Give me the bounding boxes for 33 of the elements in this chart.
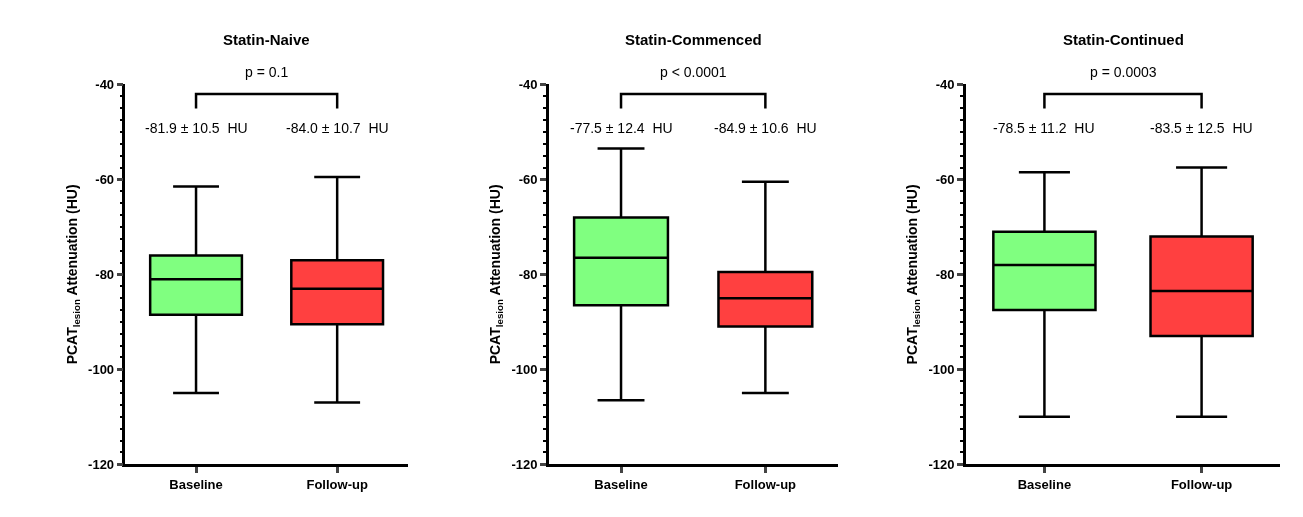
y-tick-label: -60 — [518, 171, 538, 187]
x-tick-label: Follow-up — [734, 476, 797, 492]
text: p = 0.1 — [245, 64, 289, 80]
chart-title: Statin-Commenced — [625, 31, 762, 48]
text: p < 0.0001 — [660, 64, 727, 80]
y-tick-label: -80 — [95, 266, 115, 282]
y-tick-label: -60 — [95, 171, 115, 187]
x-tick-label: Follow-up — [1170, 476, 1233, 492]
y-tick-label: -40 — [95, 77, 115, 93]
annotation: -81.9 ± 10.5 HU — [145, 120, 248, 136]
x-tick-label: Baseline — [594, 476, 648, 492]
y-tick-label: -80 — [518, 266, 538, 282]
y-tick-label: -80 — [935, 266, 955, 282]
y-tick-label: -120 — [88, 456, 115, 472]
y-tick-label: -40 — [518, 77, 538, 93]
annotation: -83.5 ± 12.5 HU — [1150, 120, 1253, 136]
x-tick-label: Follow-up — [306, 476, 368, 492]
y-tick-label: -40 — [935, 77, 955, 93]
annotation: -84.9 ± 10.6 HU — [714, 120, 817, 136]
x-tick-label: Baseline — [169, 476, 223, 492]
chart-title: Statin-Naive — [223, 31, 310, 48]
text: p = 0.0003 — [1090, 64, 1157, 80]
y-tick-label: -100 — [88, 361, 115, 377]
y-tick-label: -100 — [928, 361, 955, 377]
chart-title: Statin-Continued — [1063, 31, 1184, 48]
y-tick-label: -60 — [935, 171, 955, 187]
y-tick-label: -120 — [928, 456, 955, 472]
annotation: -78.5 ± 11.2 HU — [993, 120, 1095, 136]
annotation: -84.0 ± 10.7 HU — [286, 120, 389, 136]
y-tick-label: -100 — [511, 361, 538, 377]
annotation: -77.5 ± 12.4 HU — [570, 120, 673, 136]
x-tick-label: Baseline — [1017, 476, 1072, 492]
y-tick-label: -120 — [511, 456, 538, 472]
